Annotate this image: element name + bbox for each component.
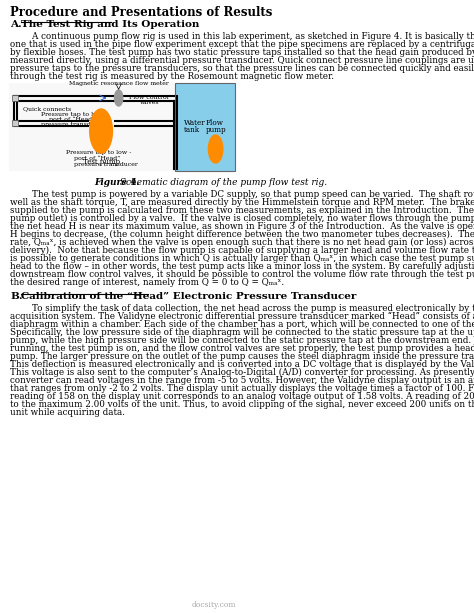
Text: Water: Water [183,119,205,127]
Text: head to the flow – in other words, the test pump acts like a minor loss in the s: head to the flow – in other words, the t… [10,262,474,271]
Text: pump. The larger pressure on the outlet of the pump causes the steel diaphragm i: pump. The larger pressure on the outlet … [10,352,474,361]
Text: supplied to the pump is calculated from these two measurements, as explained in : supplied to the pump is calculated from … [10,206,474,215]
Text: pump: pump [205,126,226,134]
Text: Specifically, the low pressure side of the diaphragm will be connected to the st: Specifically, the low pressure side of t… [10,328,474,337]
Text: Quick connects: Quick connects [23,107,72,112]
Text: port of “Head”: port of “Head” [49,116,96,122]
Text: by flexible hoses. The test pump has two static pressure taps installed so that : by flexible hoses. The test pump has two… [10,48,474,57]
Text: valves: valves [139,100,158,105]
Bar [9,83,235,171]
Text: reading of 158 on the display unit corresponds to an analog voltage output of 1.: reading of 158 on the display unit corre… [10,392,474,401]
Text: rate, Qₘₐˣ, is achieved when the valve is open enough such that there is no net : rate, Qₘₐˣ, is achieved when the valve i… [10,238,474,247]
Text: pressure transducer: pressure transducer [41,122,105,127]
Text: the desired range of interest, namely from Q = 0 to Q = Qₘₐˣ.: the desired range of interest, namely fr… [10,278,284,287]
Text: well as the shaft torque, T, are measured directly by the Himmelstein torque and: well as the shaft torque, T, are measure… [10,198,474,207]
Text: pressure taps to the pressure transducers, so that the pressure lines can be con: pressure taps to the pressure transducer… [10,64,474,73]
Text: The Test Rig and Its Operation: The Test Rig and Its Operation [21,20,199,29]
Text: docsity.com: docsity.com [191,601,236,609]
Circle shape [115,90,123,106]
Bar [175,83,235,171]
Text: Magnetic resonance flow meter: Magnetic resonance flow meter [69,81,168,86]
Text: tank: tank [183,126,200,134]
Text: the net head H is near its maximum value, as shown in Figure 3 of the Introducti: the net head H is near its maximum value… [10,222,474,231]
Text: To simplify the task of data collection, the net head across the pump is measure: To simplify the task of data collection,… [10,304,474,313]
Text: running, the test pump is on, and the flow control valves are set properly, the : running, the test pump is on, and the fl… [10,344,474,353]
Text: This voltage is also sent to the computer’s Analog-to-Digital (A/D) converter fo: This voltage is also sent to the compute… [10,368,474,377]
Bar [12,120,18,126]
Text: acquisition system. The Validyne electronic differential pressure transducer mar: acquisition system. The Validyne electro… [10,312,474,321]
Text: A continuous pump flow rig is used in this lab experiment, as sketched in Figure: A continuous pump flow rig is used in th… [10,32,474,41]
Text: Pressure tap to high: Pressure tap to high [41,112,105,117]
Text: The test pump is powered by a variable DC supply, so that pump speed can be vari: The test pump is powered by a variable D… [10,190,474,199]
Circle shape [209,135,223,163]
Bar [12,95,18,101]
Text: converter can read voltages in the range from -5 to 5 volts. However, the Validy: converter can read voltages in the range… [10,376,474,385]
Text: Flow control: Flow control [128,95,168,100]
Text: Calibration of the “Head” Electronic Pressure Transducer: Calibration of the “Head” Electronic Pre… [21,292,356,301]
Text: unit while acquiring data.: unit while acquiring data. [10,408,125,417]
Text: diaphragm within a chamber. Each side of the chamber has a port, which will be c: diaphragm within a chamber. Each side of… [10,320,474,329]
Text: delivery).  Note that because the flow pump is capable of supplying a larger hea: delivery). Note that because the flow pu… [10,246,474,255]
Text: one that is used in the pipe flow experiment except that the pipe specimens are : one that is used in the pipe flow experi… [10,40,474,49]
Text: to the maximum 2.00 volts of the unit. Thus, to avoid clipping of the signal, ne: to the maximum 2.00 volts of the unit. T… [10,400,474,409]
Text: Procedure and Presentations of Results: Procedure and Presentations of Results [10,6,273,19]
Text: through the test rig is measured by the Rosemount magnetic flow meter.: through the test rig is measured by the … [10,72,334,81]
Text: measured directly, using a differential pressure transducer. Quick connect press: measured directly, using a differential … [10,56,474,65]
Text: Pressure tap to low -: Pressure tap to low - [66,150,131,155]
Text: Test pump: Test pump [82,158,119,166]
Text: H begins to decrease, (the column height difference between the two manometer tu: H begins to decrease, (the column height… [10,230,474,239]
Text: that ranges from only -2 to 2 volts. The display unit actually displays the volt: that ranges from only -2 to 2 volts. The… [10,384,474,393]
Text: B.: B. [10,292,23,301]
Text: Schematic diagram of the pump flow test rig.: Schematic diagram of the pump flow test … [117,178,327,187]
Circle shape [90,109,112,153]
Text: A.: A. [10,20,22,29]
Text: port of “Head”: port of “Head” [74,156,120,161]
Text: This deflection is measured electronically and is converted into a DC voltage th: This deflection is measured electronical… [10,360,474,369]
Text: pressure transducer: pressure transducer [74,162,137,167]
Text: is possible to generate conditions in which Q is actually larger than Qₘₐˣ, in w: is possible to generate conditions in wh… [10,254,474,263]
Text: pump, while the high pressure side will be connected to the static pressure tap : pump, while the high pressure side will … [10,336,474,345]
Text: Flow: Flow [205,119,223,127]
Text: Figure 4.: Figure 4. [94,178,140,187]
Text: downstream flow control valves, it should be possible to control the volume flow: downstream flow control valves, it shoul… [10,270,474,279]
Text: pump outlet) is controlled by a valve.  If the valve is closed completely, no wa: pump outlet) is controlled by a valve. I… [10,214,474,223]
